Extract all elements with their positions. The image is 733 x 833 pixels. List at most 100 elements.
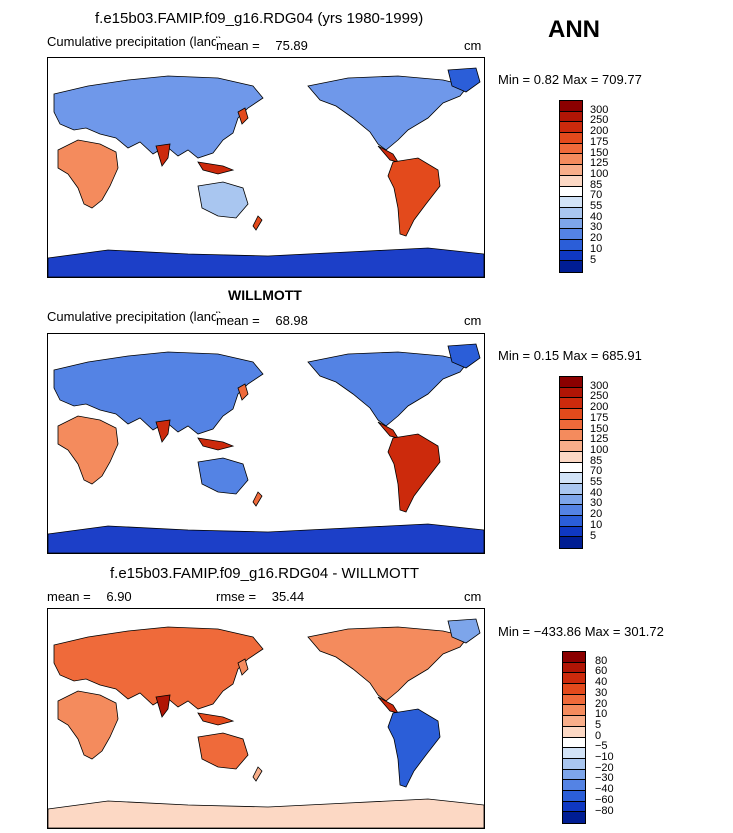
colorbar-swatch (560, 419, 582, 431)
colorbar-swatch (563, 737, 585, 749)
colorbar-swatch (563, 716, 585, 727)
panel-3-mean: mean = 6.90 (47, 589, 132, 604)
colorbar-swatch (563, 780, 585, 791)
land-region (252, 215, 263, 231)
land-region (53, 626, 264, 710)
colorbar-tick-label: −40 (595, 783, 614, 796)
colorbar-tick-label: 10 (590, 242, 603, 255)
colorbar-swatch (560, 451, 582, 463)
land-region (197, 457, 249, 495)
panel-1-colorbar (559, 100, 583, 273)
colorbar-swatch (563, 694, 585, 706)
colorbar-swatch (560, 111, 582, 123)
colorbar-tick-label: −10 (595, 751, 614, 763)
colorbar-swatch (563, 748, 585, 759)
colorbar-tick-label: −80 (595, 804, 614, 817)
panel-2-minmax: Min = 0.15 Max = 685.91 (498, 348, 642, 363)
panel-2-world-map (48, 343, 484, 553)
colorbar-tick-label: 40 (590, 210, 603, 223)
colorbar-tick-label: 40 (590, 486, 603, 499)
colorbar-tick-label: 60 (595, 665, 608, 678)
colorbar-tick-label: 10 (590, 518, 603, 531)
panel-3-colorbar (562, 651, 586, 824)
colorbar-tick-label: 300 (590, 103, 609, 116)
colorbar-swatch (560, 387, 582, 399)
land-region (155, 143, 171, 167)
colorbar-swatch (560, 494, 582, 506)
colorbar-tick-label: 125 (590, 157, 609, 170)
land-region (48, 247, 484, 277)
land-region (57, 415, 119, 485)
colorbar-swatch (563, 769, 585, 781)
colorbar-tick-label: 200 (590, 401, 609, 414)
panel-1-mean-value: 75.89 (275, 38, 308, 53)
colorbar-tick-label: 80 (595, 654, 608, 667)
colorbar-swatch (560, 398, 582, 410)
land-region (197, 181, 249, 219)
colorbar-swatch (560, 175, 582, 187)
panel-1-minmax: Min = 0.82 Max = 709.77 (498, 72, 642, 87)
land-region (252, 766, 263, 782)
colorbar-swatch (563, 662, 585, 674)
colorbar-tick-label: 30 (595, 686, 608, 699)
annual-label: ANN (548, 16, 600, 43)
panel-2-mean-value: 68.98 (275, 313, 308, 328)
colorbar-swatch (560, 441, 582, 452)
colorbar-tick-label: 85 (590, 178, 603, 191)
colorbar-tick-label: 300 (590, 379, 609, 392)
colorbar-tick-label: 55 (590, 476, 603, 488)
land-region (307, 75, 469, 151)
land-region (447, 618, 481, 644)
colorbar-swatch (560, 218, 582, 230)
colorbar-tick-label: 0 (595, 729, 602, 742)
panel-1-mean: mean = 75.89 (216, 38, 311, 53)
land-region (57, 690, 119, 760)
land-region (197, 161, 235, 175)
colorbar-swatch (560, 515, 582, 527)
colorbar-swatch (560, 239, 582, 251)
colorbar-swatch (560, 526, 582, 538)
colorbar-swatch (560, 101, 582, 112)
colorbar-swatch (563, 801, 585, 813)
panel-3-units: cm (464, 589, 482, 604)
land-region (155, 419, 171, 443)
colorbar-tick-label: 175 (590, 411, 609, 424)
panel-2-title: WILLMOTT (228, 287, 302, 303)
colorbar-tick-label: 20 (590, 232, 603, 245)
colorbar-tick-label: −60 (595, 793, 614, 806)
colorbar-tick-label: 100 (590, 167, 609, 180)
colorbar-swatch (560, 207, 582, 219)
land-region (387, 433, 441, 513)
colorbar-tick-label: 150 (590, 146, 609, 159)
colorbar-swatch (560, 154, 582, 166)
colorbar-swatch (560, 377, 582, 388)
colorbar-swatch (560, 122, 582, 134)
colorbar-tick-label: 30 (590, 497, 603, 510)
colorbar-tick-label: 30 (590, 221, 603, 234)
colorbar-swatch (563, 673, 585, 685)
land-region (197, 437, 235, 451)
land-region (307, 626, 469, 702)
colorbar-swatch (563, 652, 585, 663)
colorbar-tick-label: 55 (590, 200, 603, 212)
colorbar-swatch (560, 409, 582, 420)
land-region (447, 343, 481, 369)
land-region (53, 351, 264, 435)
colorbar-swatch (560, 462, 582, 474)
colorbar-swatch (560, 133, 582, 144)
panel-3-title: f.e15b03.FAMIP.f09_g16.RDG04 - WILLMOTT (110, 565, 420, 582)
land-region (53, 75, 264, 159)
panel-1-title: f.e15b03.FAMIP.f09_g16.RDG04 (yrs 1980-1… (95, 10, 424, 27)
land-region (387, 157, 441, 237)
land-region (237, 658, 249, 676)
colorbar-tick-label: 250 (590, 114, 609, 127)
colorbar-tick-label: 85 (590, 454, 603, 467)
colorbar-tick-label: 150 (590, 422, 609, 435)
colorbar-tick-label: 40 (595, 676, 608, 689)
land-region (237, 383, 249, 401)
colorbar-swatch (563, 790, 585, 802)
land-region (48, 798, 484, 828)
colorbar-swatch (563, 812, 585, 823)
colorbar-tick-label: 5 (595, 718, 602, 731)
colorbar-swatch (560, 229, 582, 240)
